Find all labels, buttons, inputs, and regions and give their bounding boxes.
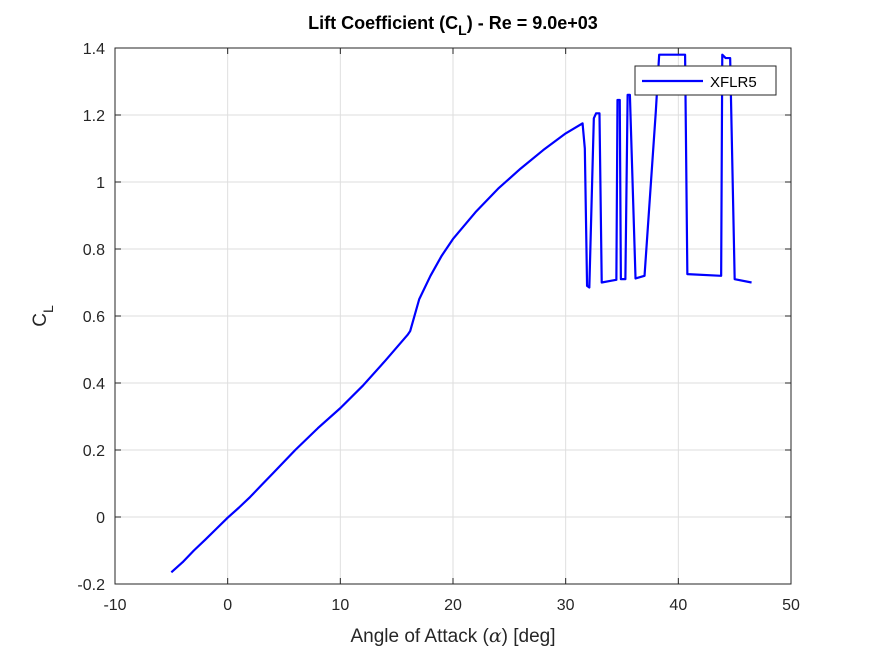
y-tick-label: 0.4	[83, 376, 105, 393]
series-line-xflr5	[170, 53, 752, 574]
y-tick-labels: -0.2 0 0.2 0.4 0.6 0.8 1 1.2 1.4	[77, 41, 105, 594]
x-tick-labels: -10 0 10 20 30 40 50	[103, 597, 800, 614]
x-tick-label: 0	[223, 597, 232, 614]
y-tick-label: 0.8	[83, 242, 105, 259]
chart-title: Lift Coefficient (CL) - Re = 9.0e+03	[308, 13, 598, 38]
y-tick-label: -0.2	[77, 577, 105, 594]
x-axis-label: Angle of Attack (α) [deg]	[350, 625, 555, 647]
series-layer	[170, 53, 752, 574]
x-tick-label: 50	[782, 597, 800, 614]
axis-ticks	[114, 47, 792, 585]
legend[interactable]: XFLR5	[634, 65, 777, 96]
y-axis-label: CL	[30, 305, 56, 327]
legend-label-xflr5: XFLR5	[710, 74, 757, 91]
y-tick-label: 1.2	[83, 108, 105, 125]
y-tick-label: 1	[96, 175, 105, 192]
y-tick-label: 1.4	[83, 41, 105, 58]
y-tick-label: 0	[96, 510, 105, 527]
x-tick-label: 40	[669, 597, 687, 614]
x-tick-label: 20	[444, 597, 462, 614]
y-tick-label: 0.6	[83, 309, 105, 326]
x-tick-label: 10	[331, 597, 349, 614]
y-tick-label: 0.2	[83, 443, 105, 460]
x-tick-label: -10	[103, 597, 126, 614]
x-tick-label: 30	[557, 597, 575, 614]
